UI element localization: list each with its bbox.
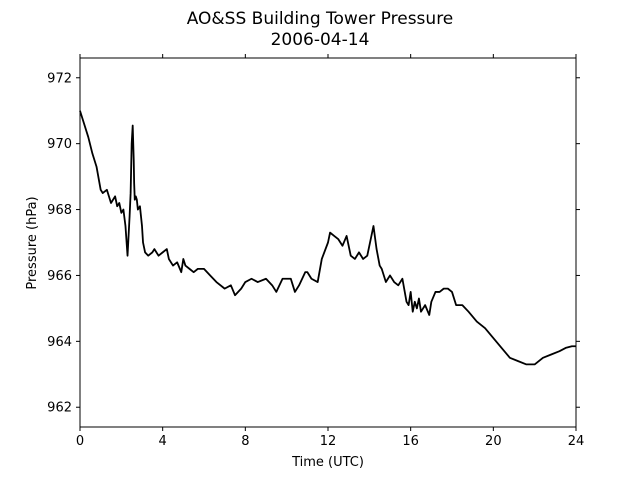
y-tick-label-966: 966 xyxy=(47,269,72,284)
chart-subtitle: 2006-04-14 xyxy=(271,30,370,50)
x-tick-label-8: 8 xyxy=(241,434,249,449)
x-tick-label-4: 4 xyxy=(159,434,167,449)
y-tick-label-972: 972 xyxy=(47,71,72,86)
x-tick-label-0: 0 xyxy=(76,434,84,449)
y-axis-label: Pressure (hPa) xyxy=(25,196,40,289)
x-tick-label-20: 20 xyxy=(485,434,502,449)
y-tick-label-968: 968 xyxy=(47,203,72,218)
x-tick-label-12: 12 xyxy=(320,434,337,449)
y-tick-label-962: 962 xyxy=(47,401,72,416)
x-tick-label-24: 24 xyxy=(568,434,585,449)
series-line-0 xyxy=(79,110,576,366)
x-tick-label-16: 16 xyxy=(402,434,419,449)
y-tick-label-964: 964 xyxy=(47,335,72,350)
plot-area: 0 4 8 12 16 20 24 962 964 966 968 970 972 xyxy=(47,54,584,449)
y-tick-label-970: 970 xyxy=(47,137,72,152)
x-axis-label: Time (UTC) xyxy=(291,455,364,470)
chart-title: AO&SS Building Tower Pressure xyxy=(187,9,454,29)
